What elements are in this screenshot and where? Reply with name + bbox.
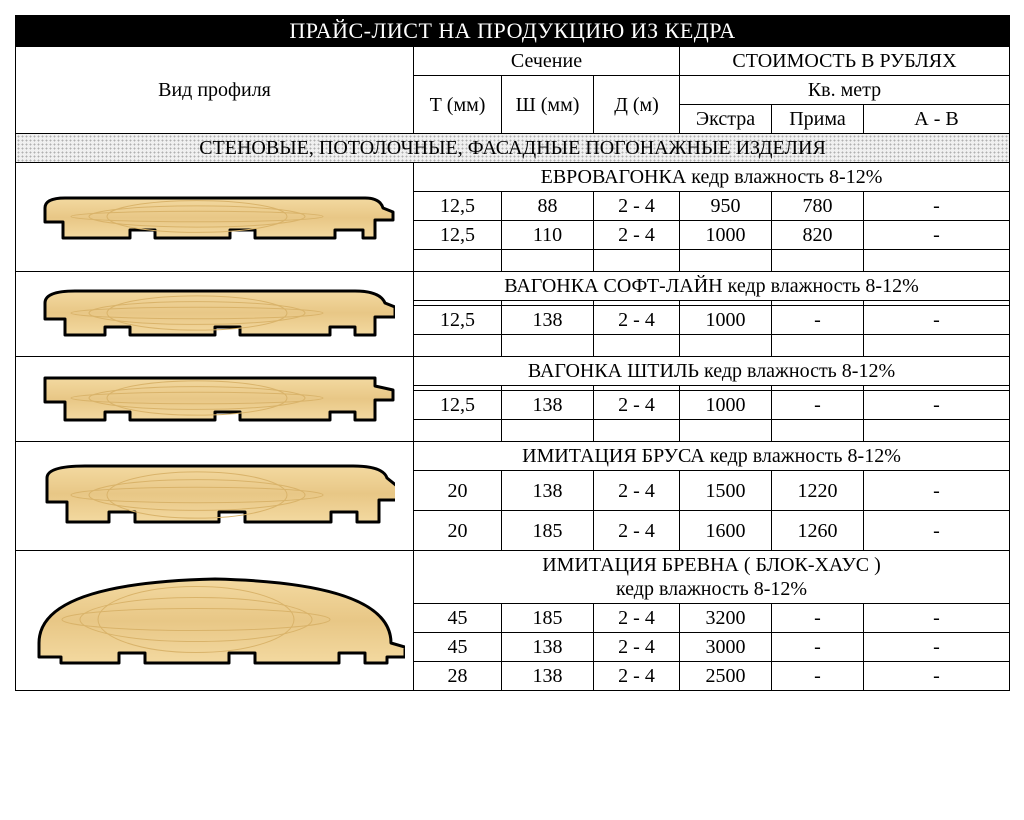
header-w: Ш (мм): [502, 76, 594, 134]
cell-t: 45: [414, 633, 502, 662]
cell-d: 2 - 4: [594, 306, 680, 335]
cell-d: 2 - 4: [594, 662, 680, 691]
cell-extra: 1000: [680, 391, 772, 420]
cell-extra: 1600: [680, 511, 772, 551]
cell-prima: 1260: [772, 511, 864, 551]
cell-ab: -: [864, 662, 1010, 691]
header-profile: Вид профиля: [16, 47, 414, 134]
cell-ab: -: [864, 604, 1010, 633]
cell-d: 2 - 4: [594, 192, 680, 221]
cell-d: 2 - 4: [594, 511, 680, 551]
cell-t: 20: [414, 511, 502, 551]
profile-image-cell: [16, 442, 414, 551]
header-price: СТОИМОСТЬ В РУБЛЯХ: [680, 47, 1010, 76]
cell-prima: 780: [772, 192, 864, 221]
cell-t: 12,5: [414, 221, 502, 250]
cell-prima: 820: [772, 221, 864, 250]
cell-t: 12,5: [414, 391, 502, 420]
header-section: Сечение: [414, 47, 680, 76]
product-header: ВАГОНКА ШТИЛЬ кедр влажность 8-12%: [414, 357, 1010, 386]
profile-image-cell: [16, 272, 414, 357]
cell-ab: -: [864, 192, 1010, 221]
cell-t: 20: [414, 471, 502, 511]
cell-d: 2 - 4: [594, 604, 680, 633]
cell-d: 2 - 4: [594, 471, 680, 511]
cell-w: 88: [502, 192, 594, 221]
cell-prima: -: [772, 662, 864, 691]
profile-image-cell: [16, 357, 414, 442]
table-title: ПРАЙС-ЛИСТ НА ПРОДУКЦИЮ ИЗ КЕДРА: [16, 16, 1010, 47]
header-ab: А - В: [864, 105, 1010, 134]
cell-extra: 1000: [680, 221, 772, 250]
header-prima: Прима: [772, 105, 864, 134]
cell-w: 138: [502, 391, 594, 420]
cell-w: 110: [502, 221, 594, 250]
header-sqm: Кв. метр: [680, 76, 1010, 105]
product-header: ИМИТАЦИЯ БРЕВНА ( БЛОК-ХАУС )кедр влажно…: [414, 551, 1010, 604]
cell-ab: -: [864, 391, 1010, 420]
cell-prima: -: [772, 391, 864, 420]
cell-w: 138: [502, 662, 594, 691]
cell-w: 138: [502, 471, 594, 511]
cell-d: 2 - 4: [594, 391, 680, 420]
header-extra: Экстра: [680, 105, 772, 134]
cell-ab: -: [864, 511, 1010, 551]
cell-extra: 2500: [680, 662, 772, 691]
cell-t: 28: [414, 662, 502, 691]
cell-extra: 1000: [680, 306, 772, 335]
cell-w: 185: [502, 511, 594, 551]
cell-w: 185: [502, 604, 594, 633]
cell-d: 2 - 4: [594, 221, 680, 250]
cell-prima: -: [772, 306, 864, 335]
header-t: Т (мм): [414, 76, 502, 134]
cell-extra: 950: [680, 192, 772, 221]
product-header: ЕВРОВАГОНКА кедр влажность 8-12%: [414, 163, 1010, 192]
cell-prima: -: [772, 604, 864, 633]
cell-d: 2 - 4: [594, 633, 680, 662]
cell-ab: -: [864, 471, 1010, 511]
cell-ab: -: [864, 633, 1010, 662]
product-header: ИМИТАЦИЯ БРУСА кедр влажность 8-12%: [414, 442, 1010, 471]
header-d: Д (м): [594, 76, 680, 134]
cell-ab: -: [864, 221, 1010, 250]
profile-image-cell: [16, 551, 414, 691]
profile-image-cell: [16, 163, 414, 272]
cell-w: 138: [502, 633, 594, 662]
cell-prima: 1220: [772, 471, 864, 511]
cell-extra: 3000: [680, 633, 772, 662]
category-header: СТЕНОВЫЕ, ПОТОЛОЧНЫЕ, ФАСАДНЫЕ ПОГОНАЖНЫ…: [16, 134, 1010, 163]
product-header: ВАГОНКА СОФТ-ЛАЙН кедр влажность 8-12%: [414, 272, 1010, 301]
price-table: ПРАЙС-ЛИСТ НА ПРОДУКЦИЮ ИЗ КЕДРА Вид про…: [15, 15, 1010, 691]
cell-ab: -: [864, 306, 1010, 335]
cell-t: 12,5: [414, 306, 502, 335]
cell-extra: 1500: [680, 471, 772, 511]
cell-extra: 3200: [680, 604, 772, 633]
cell-prima: -: [772, 633, 864, 662]
cell-w: 138: [502, 306, 594, 335]
cell-t: 45: [414, 604, 502, 633]
cell-t: 12,5: [414, 192, 502, 221]
